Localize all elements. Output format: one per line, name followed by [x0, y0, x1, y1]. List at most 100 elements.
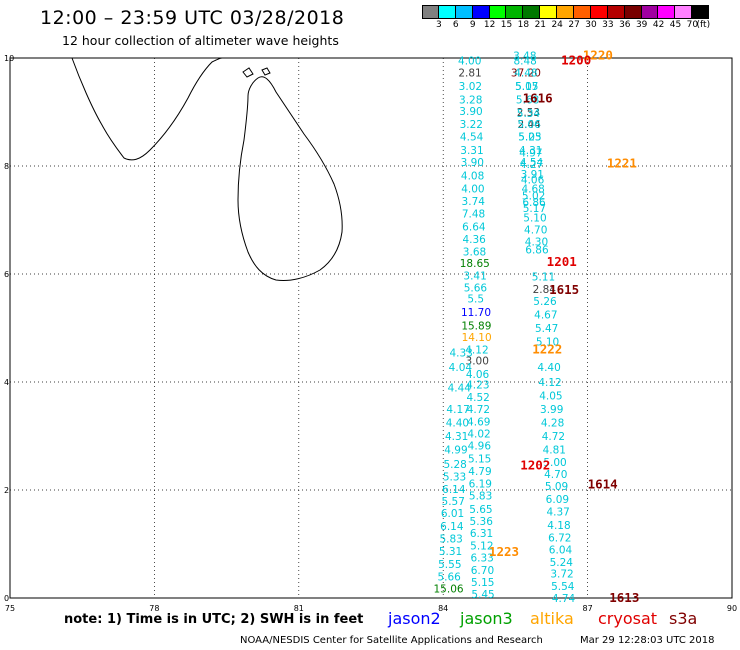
- pass-time-label: 1614: [588, 477, 618, 492]
- x-tick-label: 87: [583, 604, 593, 613]
- wave-height-value: 6.19: [469, 479, 492, 491]
- wave-height-value: 5.02: [522, 191, 545, 203]
- color-scale-label: 3: [436, 20, 442, 30]
- wave-height-value: 4.81: [543, 445, 566, 457]
- wave-height-value: 4.54: [520, 157, 544, 169]
- wave-height-value: 5.00: [543, 457, 566, 469]
- wave-height-value: 5.57: [442, 496, 465, 508]
- color-swatch: [523, 5, 541, 19]
- pass-time-label: 1616: [523, 91, 553, 106]
- footer-note: note: 1) Time is in UTC; 2) SWH is in fe…: [64, 612, 364, 627]
- wave-height-value: 4.69: [467, 416, 490, 428]
- wave-height-value: 5.31: [439, 546, 462, 558]
- timestamp-text: Mar 29 12:28:03 UTC 2018: [580, 635, 715, 646]
- pass-time-label: 1200: [561, 53, 591, 68]
- y-tick-label: 2: [4, 486, 9, 495]
- color-scale-label: 9: [469, 20, 476, 30]
- wave-height-value: 6.86: [522, 197, 546, 209]
- wave-height-value: 15.89: [461, 320, 491, 332]
- wave-height-value: 4.68: [521, 184, 544, 196]
- wave-height-value: 3.99: [540, 404, 563, 416]
- wave-height-value: 4.00: [461, 184, 484, 196]
- page-subtitle: 12 hour collection of altimeter wave hei…: [62, 33, 339, 48]
- pass-time-label: 1613: [609, 590, 639, 605]
- wave-height-value: 5.10: [523, 212, 546, 224]
- color-scale-bar: [422, 5, 710, 19]
- wave-height-value: 2.84: [533, 284, 557, 296]
- wave-height-value: 4.52: [466, 392, 489, 404]
- wave-height-value: 4.12: [465, 345, 488, 357]
- pass-time-label: 1223: [489, 544, 519, 559]
- wave-height-value: 2.81: [458, 68, 481, 80]
- color-swatch: [692, 5, 710, 19]
- wave-height-value: 3.41: [463, 271, 486, 283]
- legend-s3a: s3a: [669, 609, 698, 628]
- wave-height-value: 6.09: [546, 494, 569, 506]
- wave-height-value: 4.70: [524, 225, 547, 237]
- color-scale-label: 15: [500, 20, 513, 30]
- wave-height-value: 5.65: [469, 504, 492, 516]
- wave-height-value: 4.72: [542, 431, 565, 443]
- wave-height-value: 6.31: [470, 528, 493, 540]
- wave-height-value: 3.72: [550, 569, 573, 581]
- color-swatch: [438, 5, 456, 19]
- wave-height-value: 5.36: [470, 516, 494, 528]
- wave-height-value: 4.08: [461, 171, 484, 183]
- pass-time-label: 1220: [583, 47, 613, 62]
- legend-jason3: jason3: [460, 609, 513, 628]
- sri-lanka-coastline: [237, 76, 343, 281]
- legend-altika: altika: [530, 609, 574, 628]
- wave-height-value: 4.72: [467, 404, 490, 416]
- color-swatch: [624, 5, 642, 19]
- color-scale-label: 24: [551, 20, 563, 30]
- color-swatch: [675, 5, 693, 19]
- color-scale-label: 18: [517, 20, 530, 30]
- y-tick-label: 8: [4, 162, 9, 171]
- color-scale-label: 12: [483, 20, 496, 30]
- wave-height-value: 11.70: [461, 307, 491, 319]
- color-swatch: [455, 5, 473, 19]
- x-tick-label: 75: [5, 604, 15, 613]
- wave-height-value: 3.48: [513, 50, 536, 62]
- wave-height-value: 5.15: [515, 81, 538, 93]
- wave-height-value: 4.37: [546, 507, 569, 519]
- x-tick-label: 78: [149, 604, 159, 613]
- wave-height-value: 5.24: [550, 557, 574, 569]
- wave-height-value: 3.90: [459, 106, 482, 118]
- wave-height-value: 5.15: [471, 577, 494, 589]
- wave-height-value: 3.28: [459, 95, 482, 107]
- color-swatch: [574, 5, 591, 19]
- wave-height-value: 5.06: [517, 119, 541, 131]
- legend-jason2: jason2: [388, 609, 441, 628]
- wave-height-value: 4.06: [521, 175, 545, 187]
- wave-height-value: 5.17: [523, 203, 546, 215]
- wave-height-value: 6.70: [471, 565, 494, 577]
- wave-height-value: 2.53: [517, 107, 540, 119]
- y-tick-label: 0: [4, 594, 9, 603]
- wave-height-value: 5.28: [443, 459, 466, 471]
- pass-time-label: 1201: [547, 254, 577, 269]
- color-scale-labels: 3 6 9 12 15 18 21 24 27 30 33 36 39 42 45 70 (ft): [422, 20, 740, 32]
- wave-height-value: 4.27: [520, 159, 543, 171]
- wave-height-value: 4.04: [449, 362, 473, 374]
- wave-height-value: 4.74: [552, 593, 576, 605]
- wave-height-value: 5.26: [533, 296, 557, 308]
- color-scale-label: 42: [652, 20, 665, 30]
- wave-height-value: 2.44: [517, 119, 541, 131]
- y-axis-labels: 0 2 4 6 8 10: [4, 54, 14, 603]
- wave-height-value: 4.31: [445, 431, 468, 443]
- island-fragment: [242, 67, 254, 78]
- wave-height-value: 7.48: [462, 209, 485, 221]
- wave-height-value: 4.05: [539, 391, 562, 403]
- wave-height-value: 4.30: [525, 237, 548, 249]
- wave-height-value: 5.10: [536, 337, 559, 349]
- color-swatch: [658, 5, 676, 19]
- credit-text: NOAA/NESDIS Center for Satellite Applica…: [240, 635, 543, 646]
- pass-time-label: 1221: [607, 155, 637, 170]
- wave-height-value: 4.97: [519, 148, 542, 160]
- wave-height-value: 4.02: [467, 428, 490, 440]
- wave-height-value: 6.04: [549, 544, 573, 556]
- color-swatch: [472, 5, 490, 19]
